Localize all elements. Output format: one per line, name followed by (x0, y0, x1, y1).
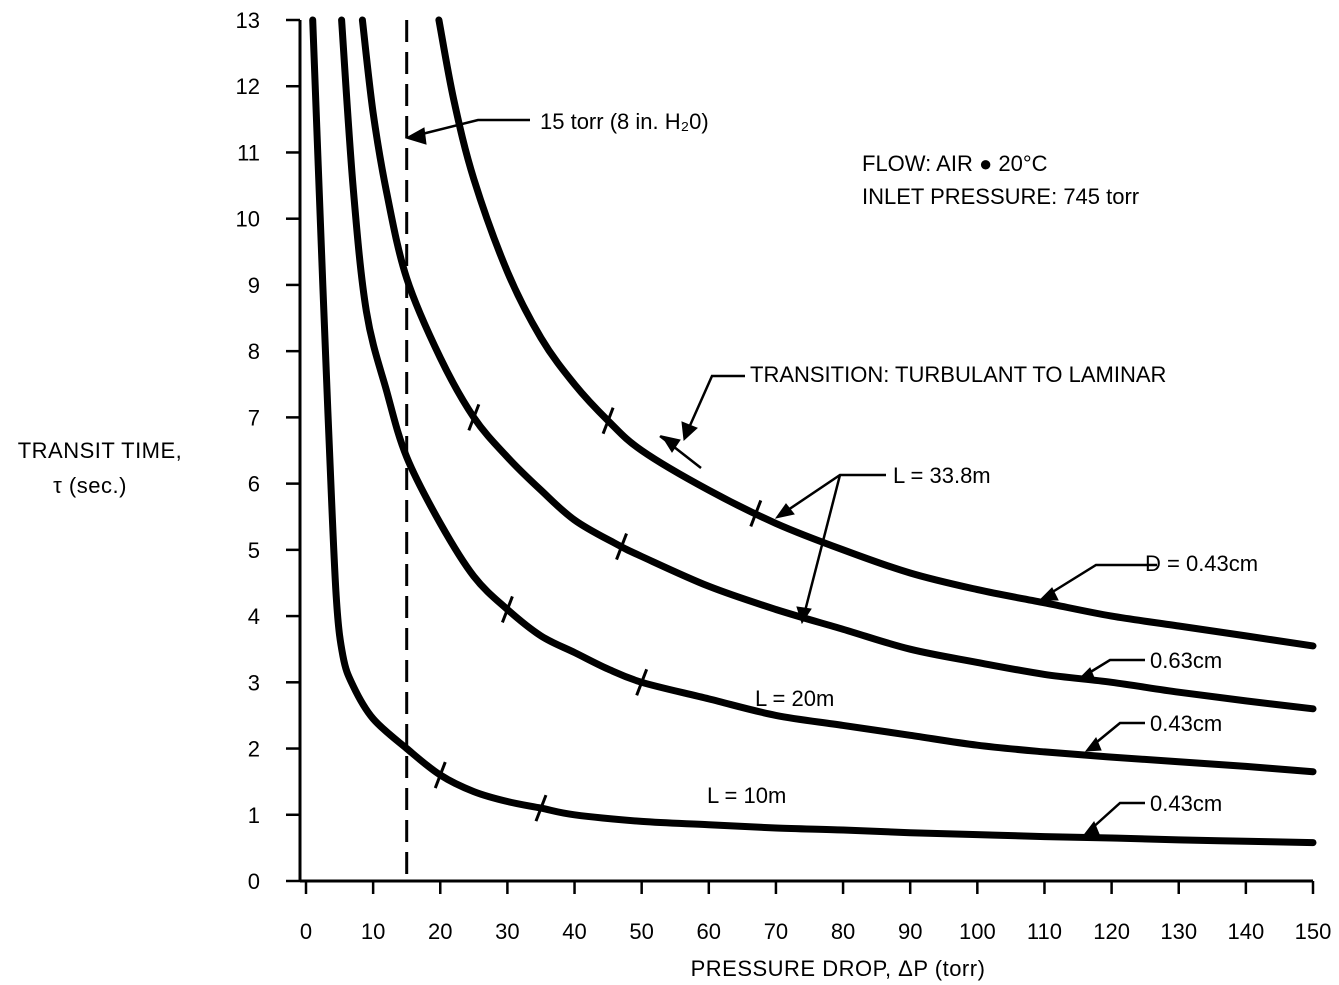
marker-arrowhead (404, 127, 427, 145)
l338-arrowhead-bottom (796, 606, 812, 625)
y-tick-label: 3 (248, 670, 260, 695)
y-tick-label: 11 (237, 140, 260, 165)
label-l-20m: L = 20m (755, 686, 834, 711)
d-10-arrowhead (1082, 821, 1100, 836)
y-tick-label: 5 (248, 538, 260, 563)
x-tick-label: 40 (562, 919, 586, 944)
label-d-10m: 0.43cm (1150, 791, 1222, 816)
d-20-arrowhead (1084, 737, 1102, 752)
transition-mark (500, 595, 514, 623)
x-axis-title: PRESSURE DROP, ΔP (torr) (691, 956, 986, 981)
x-tick-label: 30 (495, 919, 519, 944)
label-l-33-8m: L = 33.8m (893, 463, 991, 488)
transition-mark (433, 761, 447, 789)
x-tick-label: 80 (831, 919, 855, 944)
x-tick-label: 140 (1228, 919, 1265, 944)
label-d-20m: 0.43cm (1150, 711, 1222, 736)
l338-leader-bottom (802, 474, 842, 616)
y-axis-title-line1: TRANSIT TIME, (18, 438, 183, 463)
y-tick-label: 7 (248, 405, 260, 430)
y-tick-label: 13 (236, 8, 260, 33)
x-tick-label: 130 (1160, 919, 1197, 944)
y-tick-label: 4 (248, 604, 260, 629)
transition-leader (686, 374, 745, 431)
transition-mark (534, 794, 548, 822)
x-tick-label: 150 (1295, 919, 1332, 944)
transition-mark (467, 403, 481, 431)
d-063-arrowhead (1076, 667, 1096, 681)
x-tick-label: 50 (629, 919, 653, 944)
l338-arrowhead-top (774, 503, 795, 519)
vertical-marker-label: 15 torr (8 in. H₂0) (540, 109, 709, 134)
x-tick-label: 20 (428, 919, 452, 944)
x-tick-label: 0 (300, 919, 312, 944)
y-axis-title-line2: τ (sec.) (53, 473, 127, 498)
y-tick-label: 10 (236, 207, 260, 232)
y-tick-label: 12 (236, 74, 260, 99)
transition-mark (615, 532, 628, 561)
label-l-10m: L = 10m (707, 783, 786, 808)
transition-mark (749, 499, 763, 527)
transition-pointer-head (660, 435, 681, 453)
d-top-leader (1045, 563, 1157, 598)
y-tick-label: 2 (248, 737, 260, 762)
x-tick-label: 100 (959, 919, 996, 944)
y-tick-label: 1 (248, 803, 260, 828)
transition-mark (601, 407, 615, 435)
x-tick-label: 110 (1027, 919, 1062, 944)
axes (298, 20, 1313, 883)
transition-arrowhead (681, 421, 698, 442)
transition-mark (635, 668, 649, 696)
flow-annotation: FLOW: AIR ● 20°C (862, 151, 1048, 176)
y-tick-label: 6 (248, 472, 260, 497)
x-tick-label: 60 (697, 919, 721, 944)
label-d-063: 0.63cm (1150, 648, 1222, 673)
x-tick-label: 70 (764, 919, 788, 944)
d-top-arrowhead (1038, 587, 1059, 601)
curve-l-33-8m-d-0-43cm (435, 16, 1317, 650)
y-tick-label: 0 (248, 869, 260, 894)
marker-leader (409, 118, 530, 139)
y-tick-label: 8 (248, 339, 260, 364)
curve-l-20m-d-0-43cm (338, 16, 1317, 776)
x-tick-label: 10 (361, 919, 385, 944)
transition-annotation: TRANSITION: TURBULANT TO LAMINAR (750, 362, 1166, 387)
d-20-leader (1091, 721, 1145, 747)
inlet-pressure-annotation: INLET PRESSURE: 745 torr (862, 184, 1139, 209)
y-tick-label: 9 (248, 273, 260, 298)
x-tick-label: 120 (1093, 919, 1130, 944)
x-tick-label: 90 (898, 919, 922, 944)
annotation-leaders (404, 118, 1157, 836)
d-063-leader (1083, 658, 1145, 678)
d-10-leader (1089, 801, 1145, 831)
transition-marks (433, 403, 763, 822)
label-d-top: D = 0.43cm (1145, 551, 1258, 576)
